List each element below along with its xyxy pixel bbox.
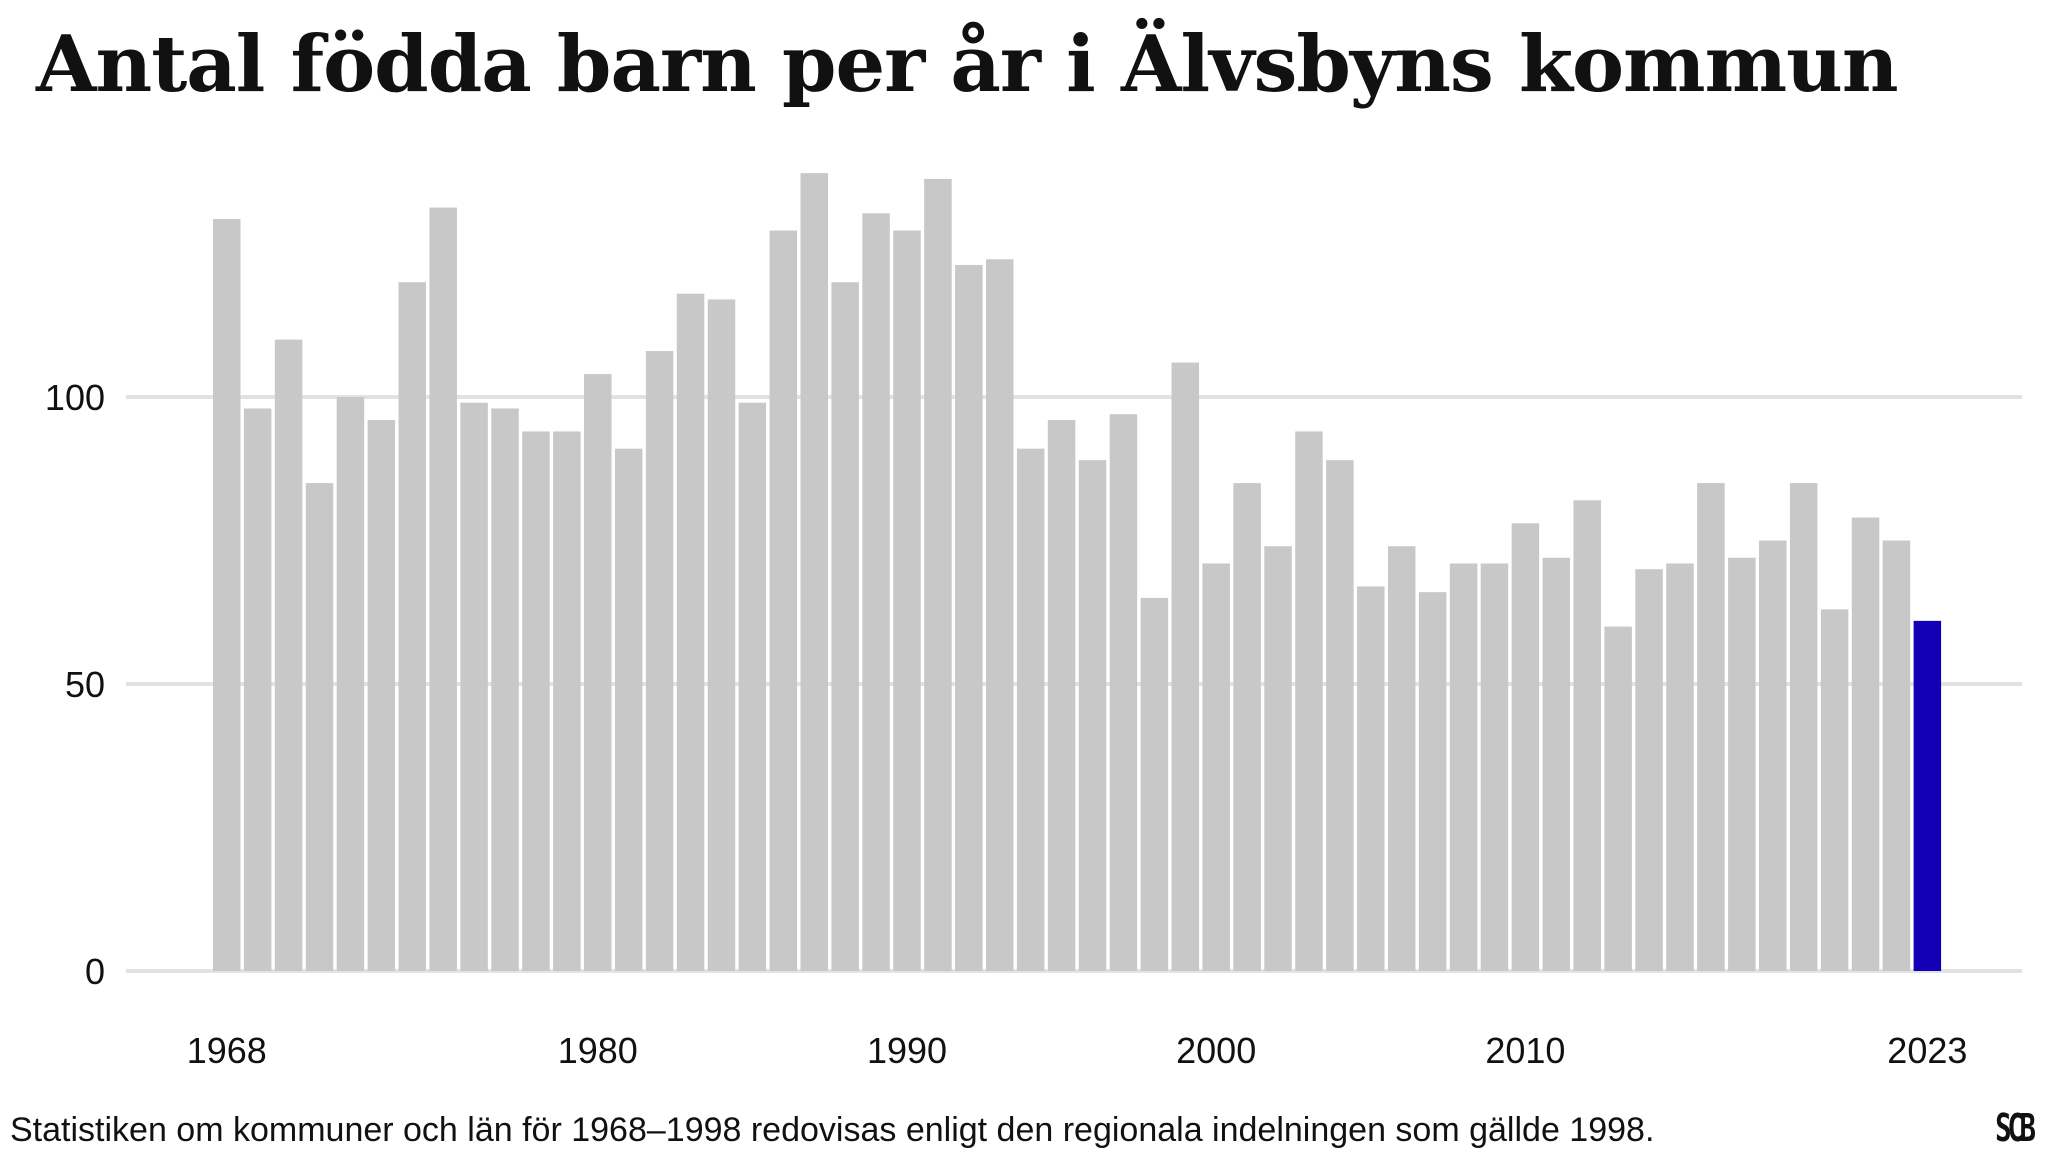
bar-2010 (1511, 523, 1540, 971)
bar-2005 (1357, 586, 1385, 971)
bar-2016 (1697, 483, 1725, 971)
bar-2008 (1449, 563, 1478, 971)
bar-1977 (491, 408, 519, 972)
bar-1994 (1016, 448, 1045, 971)
bar-1995 (1047, 419, 1076, 972)
bar-2004 (1326, 460, 1354, 971)
bar-2023 (1913, 620, 1942, 971)
bar-1976 (460, 402, 488, 971)
y-tick-label: 0 (85, 951, 105, 992)
bar-2019 (1789, 483, 1818, 971)
bar-1997 (1109, 414, 1138, 972)
bar-1992 (955, 264, 983, 972)
bar-1979 (553, 431, 581, 971)
bar-1978 (522, 431, 550, 971)
bar-2006 (1387, 546, 1416, 971)
bar-1988 (831, 282, 859, 971)
bar-1987 (800, 173, 828, 971)
bar-1973 (367, 419, 396, 972)
bar-2017 (1728, 557, 1756, 971)
footnote: Statistiken om kommuner och län för 1968… (10, 1111, 1655, 1149)
bar-1989 (862, 213, 890, 971)
y-tick-label: 100 (45, 377, 105, 418)
bar-1986 (769, 230, 798, 972)
bar-2020 (1820, 609, 1849, 971)
x-tick-label: 2010 (1485, 1030, 1565, 1071)
x-tick-label: 1980 (558, 1030, 638, 1071)
bar-1968 (213, 219, 241, 971)
bar-1983 (676, 293, 705, 971)
bar-2021 (1851, 517, 1880, 971)
bar-1971 (305, 483, 334, 971)
bar-2003 (1295, 431, 1323, 971)
bar-1982 (645, 351, 674, 972)
bars (213, 173, 1942, 972)
bar-1972 (336, 397, 365, 971)
bar-1998 (1140, 597, 1169, 971)
bar-1991 (924, 178, 952, 971)
x-axis-ticks: 1968 1980 1990 2000 2010 2023 (187, 1030, 1968, 1071)
bar-1981 (614, 448, 643, 971)
bar-1970 (274, 339, 303, 972)
bar-1993 (986, 259, 1014, 971)
y-tick-label: 50 (65, 664, 105, 705)
bar-2009 (1480, 563, 1509, 971)
chart-title: Antal födda barn per år i Älvsbyns kommu… (36, 19, 1899, 110)
bar-1975 (429, 207, 457, 971)
bar-2022 (1882, 540, 1911, 971)
bar-2002 (1264, 546, 1292, 971)
bar-1980 (584, 374, 612, 971)
scb-logo: SCB (1995, 1106, 2037, 1150)
bar-2014 (1635, 569, 1663, 971)
bar-1984 (707, 299, 736, 971)
x-tick-label: 2000 (1176, 1030, 1256, 1071)
bar-2013 (1604, 626, 1632, 971)
y-axis-ticks: 0 50 100 (45, 377, 105, 992)
bar-1974 (398, 282, 427, 971)
bar-2007 (1418, 592, 1447, 971)
bar-2001 (1233, 483, 1261, 971)
x-tick-label: 2023 (1887, 1030, 1967, 1071)
bar-2015 (1666, 563, 1694, 971)
bar-1985 (738, 402, 767, 971)
bar-1990 (893, 230, 921, 972)
bar-2011 (1542, 557, 1571, 971)
bar-1996 (1078, 460, 1107, 971)
bar-2018 (1759, 540, 1787, 971)
x-tick-label: 1990 (867, 1030, 947, 1071)
x-tick-label: 1968 (187, 1030, 267, 1071)
bar-2000 (1202, 563, 1230, 971)
bar-1969 (243, 408, 272, 972)
bar-2012 (1573, 500, 1601, 971)
bar-1999 (1171, 362, 1200, 971)
